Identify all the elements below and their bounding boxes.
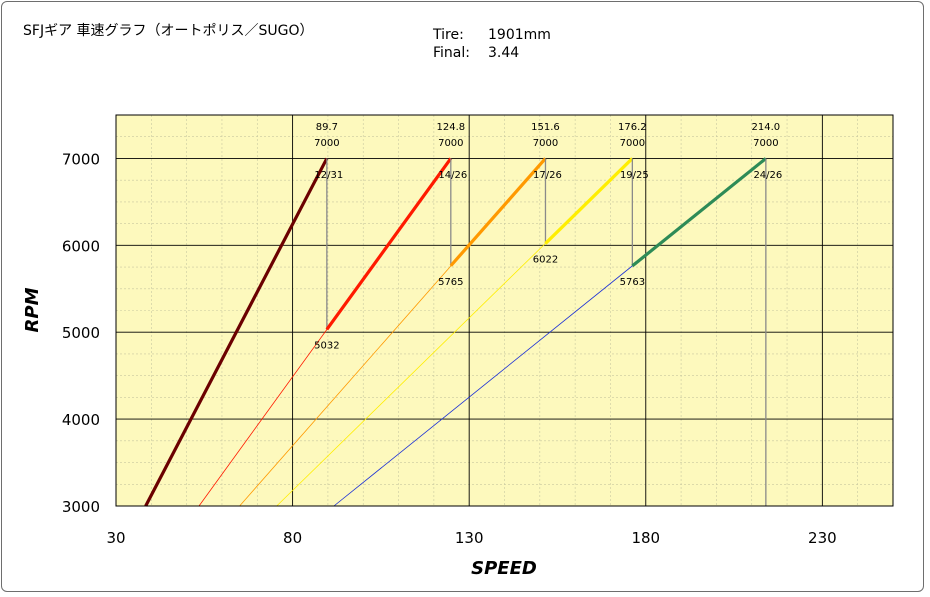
shift-rpm-label: 6022	[533, 254, 558, 265]
final-ratio-label: Final:	[433, 45, 470, 61]
gear-line-bold-1	[144, 157, 329, 507]
y-tick-label: 7000	[62, 150, 100, 168]
plot-border	[115, 114, 894, 507]
x-tick-label: 30	[106, 529, 125, 547]
gear-lines	[144, 157, 767, 507]
data-labels: 89.7 7000 12/31 5032 124.8 7000 14/26 5765 151.6…	[314, 122, 782, 351]
shift-rpm-label: 5765	[438, 277, 463, 288]
top-rpm-label: 7000	[753, 138, 778, 149]
major-grid	[116, 115, 893, 506]
shift-rpm-label: 5763	[620, 277, 645, 288]
y-tick-label: 5000	[62, 324, 100, 342]
top-speed-label: 176.2	[618, 122, 647, 133]
top-rpm-label: 7000	[620, 138, 645, 149]
tire-value: 1901mm	[488, 27, 551, 43]
gear-ratio-label: 19/25	[620, 170, 649, 181]
x-axis-title: SPEED	[471, 558, 537, 579]
x-tick-label: 130	[455, 529, 484, 547]
y-axis-title: RPM	[22, 287, 43, 332]
gear-ratio-label: 14/26	[438, 170, 467, 181]
y-tick-label: 3000	[62, 498, 100, 516]
top-rpm-label: 7000	[533, 138, 558, 149]
top-speed-label: 214.0	[752, 122, 781, 133]
gear-ratio-label: 17/26	[533, 170, 562, 181]
y-tick-label: 4000	[62, 411, 100, 429]
gear-line-bold-3	[449, 157, 547, 267]
gear-line-bold-2	[325, 157, 453, 331]
gear-line-bold-4	[544, 157, 634, 245]
x-tick-label: 180	[631, 529, 660, 547]
x-tick-label: 80	[283, 529, 302, 547]
x-tick-label: 230	[808, 529, 837, 547]
tire-label: Tire:	[433, 27, 464, 43]
top-speed-label: 124.8	[436, 122, 465, 133]
top-rpm-label: 7000	[438, 138, 463, 149]
y-tick-label: 6000	[62, 237, 100, 255]
top-speed-label: 89.7	[316, 122, 338, 133]
final-ratio-value: 3.44	[488, 45, 520, 61]
gear-ratio-label: 12/31	[314, 170, 343, 181]
gear-line-bold-5	[631, 157, 767, 268]
shift-rpm-label: 5032	[314, 340, 339, 351]
gear-ratio-label: 24/26	[753, 170, 782, 181]
top-rpm-label: 7000	[314, 138, 339, 149]
chart-title: SFJギア 車速グラフ（オートポリス／SUGO）	[23, 23, 314, 39]
axes: 30 80 130 180 230 3000 4000 5000 6000 7000 SPEED RP…	[22, 114, 894, 579]
top-speed-label: 151.6	[531, 122, 560, 133]
